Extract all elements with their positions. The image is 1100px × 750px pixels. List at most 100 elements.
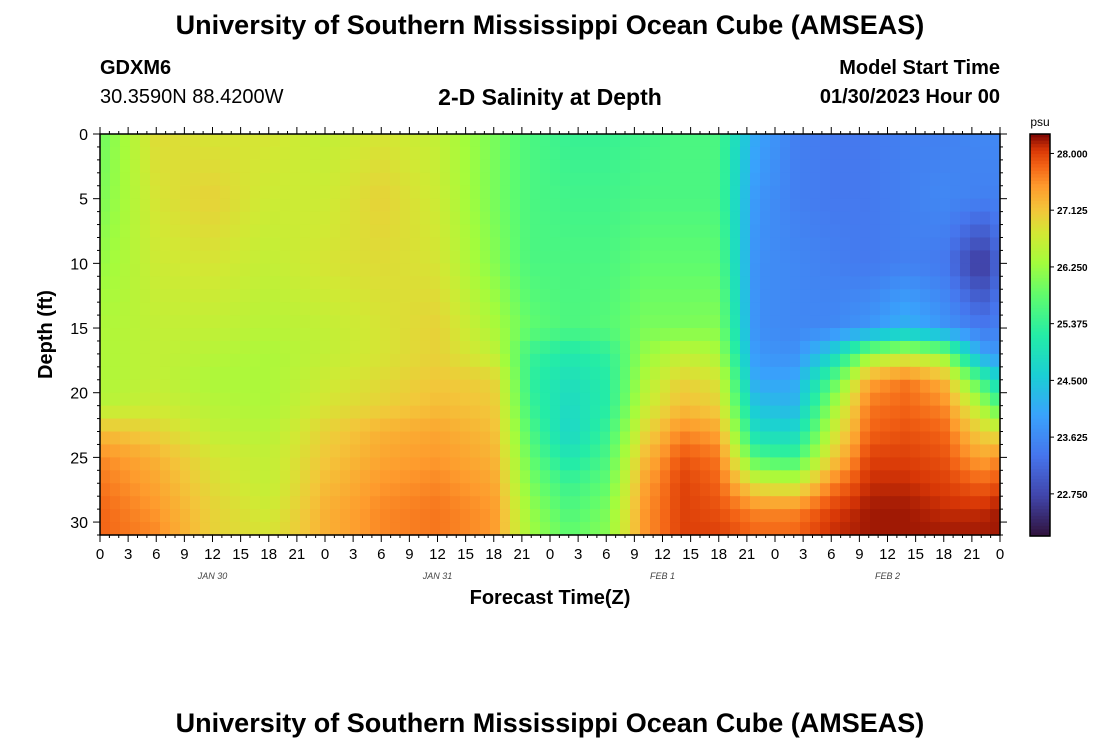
heatmap-cell bbox=[330, 444, 341, 458]
heatmap-cell bbox=[100, 496, 111, 510]
heatmap-cell bbox=[670, 366, 681, 381]
heatmap-cell bbox=[250, 366, 261, 381]
heatmap-cell bbox=[830, 431, 841, 446]
heatmap-cell bbox=[330, 470, 341, 484]
heatmap-cell bbox=[170, 134, 181, 148]
heatmap-cell bbox=[730, 366, 741, 381]
heatmap-cell bbox=[770, 134, 781, 148]
heatmap-cell bbox=[250, 134, 261, 148]
date-label: FEB 1 bbox=[650, 571, 675, 581]
heatmap-cell bbox=[780, 224, 791, 239]
heatmap-cell bbox=[440, 198, 451, 213]
heatmap-cell bbox=[790, 405, 801, 420]
heatmap-cell bbox=[660, 250, 671, 264]
heatmap-cell bbox=[560, 509, 571, 523]
heatmap-cell bbox=[260, 509, 271, 523]
heatmap-cell bbox=[620, 159, 631, 174]
heatmap-cell bbox=[560, 340, 571, 355]
heatmap-cell bbox=[790, 392, 801, 407]
heatmap-cell bbox=[710, 315, 721, 329]
heatmap-cell bbox=[860, 289, 871, 303]
heatmap-cell bbox=[780, 198, 791, 213]
heatmap-cell bbox=[330, 509, 341, 523]
heatmap-cell bbox=[200, 146, 211, 161]
heatmap-cell bbox=[760, 379, 771, 394]
heatmap-cell bbox=[830, 276, 841, 290]
heatmap-cell bbox=[890, 224, 901, 239]
heatmap-cell bbox=[980, 379, 991, 394]
heatmap-cell bbox=[700, 366, 711, 381]
heatmap-cell bbox=[600, 237, 611, 252]
heatmap-cell bbox=[890, 522, 901, 536]
heatmap-cell bbox=[140, 211, 151, 226]
heatmap-cell bbox=[840, 276, 851, 290]
heatmap-cell bbox=[550, 211, 561, 226]
heatmap-cell bbox=[340, 353, 351, 368]
heatmap-cell bbox=[890, 198, 901, 213]
heatmap-cell bbox=[460, 509, 471, 523]
heatmap-cell bbox=[650, 418, 661, 433]
heatmap-cell bbox=[630, 366, 641, 381]
heatmap-cell bbox=[710, 509, 721, 523]
heatmap-cell bbox=[110, 418, 121, 433]
heatmap-cell bbox=[380, 431, 391, 446]
colorbar-swatch bbox=[1030, 479, 1050, 483]
heatmap-cell bbox=[460, 366, 471, 381]
heatmap-cell bbox=[820, 172, 831, 187]
heatmap-cell bbox=[620, 366, 631, 381]
heatmap-cell bbox=[550, 418, 561, 433]
heatmap-cell bbox=[590, 418, 601, 433]
heatmap-cell bbox=[580, 328, 591, 342]
heatmap-cell bbox=[760, 224, 771, 239]
heatmap-cell bbox=[510, 418, 521, 433]
heatmap-cell bbox=[600, 405, 611, 420]
heatmap-cell bbox=[850, 289, 861, 303]
heatmap-cell bbox=[600, 366, 611, 381]
heatmap-cell bbox=[330, 522, 341, 536]
heatmap-cell bbox=[470, 328, 481, 342]
heatmap-cell bbox=[920, 276, 931, 290]
heatmap-cell bbox=[430, 185, 441, 200]
heatmap-cell bbox=[430, 237, 441, 252]
heatmap-cell bbox=[710, 496, 721, 510]
heatmap-cell bbox=[340, 185, 351, 200]
heatmap-cell bbox=[450, 263, 461, 277]
heatmap-cell bbox=[940, 237, 951, 252]
heatmap-cell bbox=[600, 340, 611, 355]
heatmap-cell bbox=[490, 483, 501, 497]
heatmap-cell bbox=[540, 237, 551, 252]
heatmap-cell bbox=[410, 276, 421, 290]
heatmap-cell bbox=[720, 237, 731, 252]
heatmap-cell bbox=[860, 198, 871, 213]
heatmap-cell bbox=[350, 366, 361, 381]
colorbar-swatch bbox=[1030, 201, 1050, 205]
heatmap-cell bbox=[480, 496, 491, 510]
heatmap-cell bbox=[440, 509, 451, 523]
heatmap-cell bbox=[920, 431, 931, 446]
heatmap-cell bbox=[330, 302, 341, 316]
heatmap-cell bbox=[420, 392, 431, 407]
heatmap-cell bbox=[990, 418, 1001, 433]
heatmap-cell bbox=[790, 146, 801, 161]
heatmap-cell bbox=[320, 457, 331, 471]
heatmap-cell bbox=[410, 328, 421, 342]
heatmap-cell bbox=[720, 470, 731, 484]
colorbar-tick-label: 24.500 bbox=[1057, 376, 1088, 387]
heatmap-cell bbox=[630, 392, 641, 407]
heatmap-cell bbox=[150, 237, 161, 252]
heatmap-cell bbox=[120, 418, 131, 433]
colorbar-swatch bbox=[1030, 311, 1050, 316]
heatmap-cell bbox=[740, 431, 751, 446]
heatmap-cell bbox=[250, 379, 261, 394]
heatmap-cell bbox=[330, 328, 341, 342]
heatmap-cell bbox=[370, 198, 381, 213]
heatmap-cell bbox=[150, 418, 161, 433]
heatmap-cell bbox=[410, 250, 421, 264]
heatmap-cell bbox=[910, 172, 921, 187]
heatmap-cell bbox=[800, 263, 811, 277]
heatmap-cell bbox=[130, 379, 141, 394]
heatmap-cell bbox=[650, 185, 661, 200]
heatmap-cell bbox=[340, 237, 351, 252]
heatmap-cell bbox=[430, 353, 441, 368]
heatmap-cell bbox=[470, 431, 481, 446]
